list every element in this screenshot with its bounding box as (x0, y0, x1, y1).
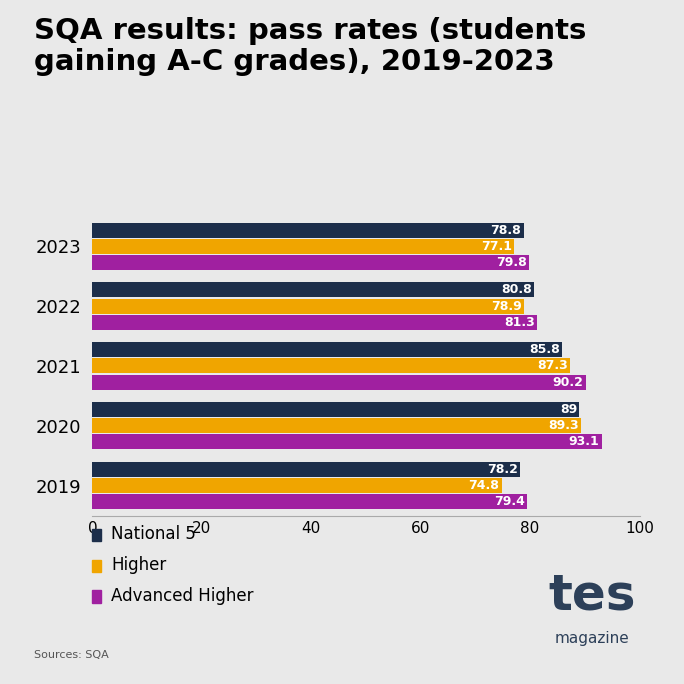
Bar (92, 358, 570, 373)
Bar (92, 222, 523, 237)
Text: 89.3: 89.3 (548, 419, 579, 432)
Text: Advanced Higher: Advanced Higher (111, 587, 254, 605)
Text: 74.8: 74.8 (469, 479, 499, 492)
Text: 89: 89 (560, 403, 577, 416)
Bar (92, 342, 562, 357)
Text: National 5: National 5 (111, 525, 196, 543)
Text: 79.4: 79.4 (494, 495, 525, 508)
Text: 85.8: 85.8 (529, 343, 560, 356)
Bar (92, 402, 579, 417)
Text: 80.8: 80.8 (501, 283, 532, 296)
Text: 78.9: 78.9 (491, 300, 522, 313)
Bar (92, 434, 602, 449)
Text: 78.8: 78.8 (490, 224, 521, 237)
Text: 93.1: 93.1 (569, 436, 600, 449)
Bar (92, 478, 501, 493)
Bar (92, 315, 537, 330)
Text: magazine: magazine (554, 631, 629, 646)
Text: 90.2: 90.2 (553, 376, 583, 389)
Bar (92, 495, 527, 510)
Bar (92, 375, 586, 390)
Text: tes: tes (548, 571, 635, 619)
Text: 78.2: 78.2 (487, 463, 518, 476)
Bar (92, 255, 529, 270)
Text: 87.3: 87.3 (537, 359, 568, 373)
Text: gaining A-C grades), 2019-2023: gaining A-C grades), 2019-2023 (34, 48, 555, 76)
Bar (92, 282, 534, 298)
Text: Higher: Higher (111, 556, 166, 574)
Bar (92, 239, 514, 254)
Text: Sources: SQA: Sources: SQA (34, 650, 109, 660)
Bar (92, 299, 524, 313)
Text: 81.3: 81.3 (504, 316, 535, 329)
Bar (92, 419, 581, 433)
Text: 79.8: 79.8 (496, 256, 527, 269)
Text: 77.1: 77.1 (481, 240, 512, 253)
Bar (92, 462, 521, 477)
Text: SQA results: pass rates (students: SQA results: pass rates (students (34, 17, 587, 45)
